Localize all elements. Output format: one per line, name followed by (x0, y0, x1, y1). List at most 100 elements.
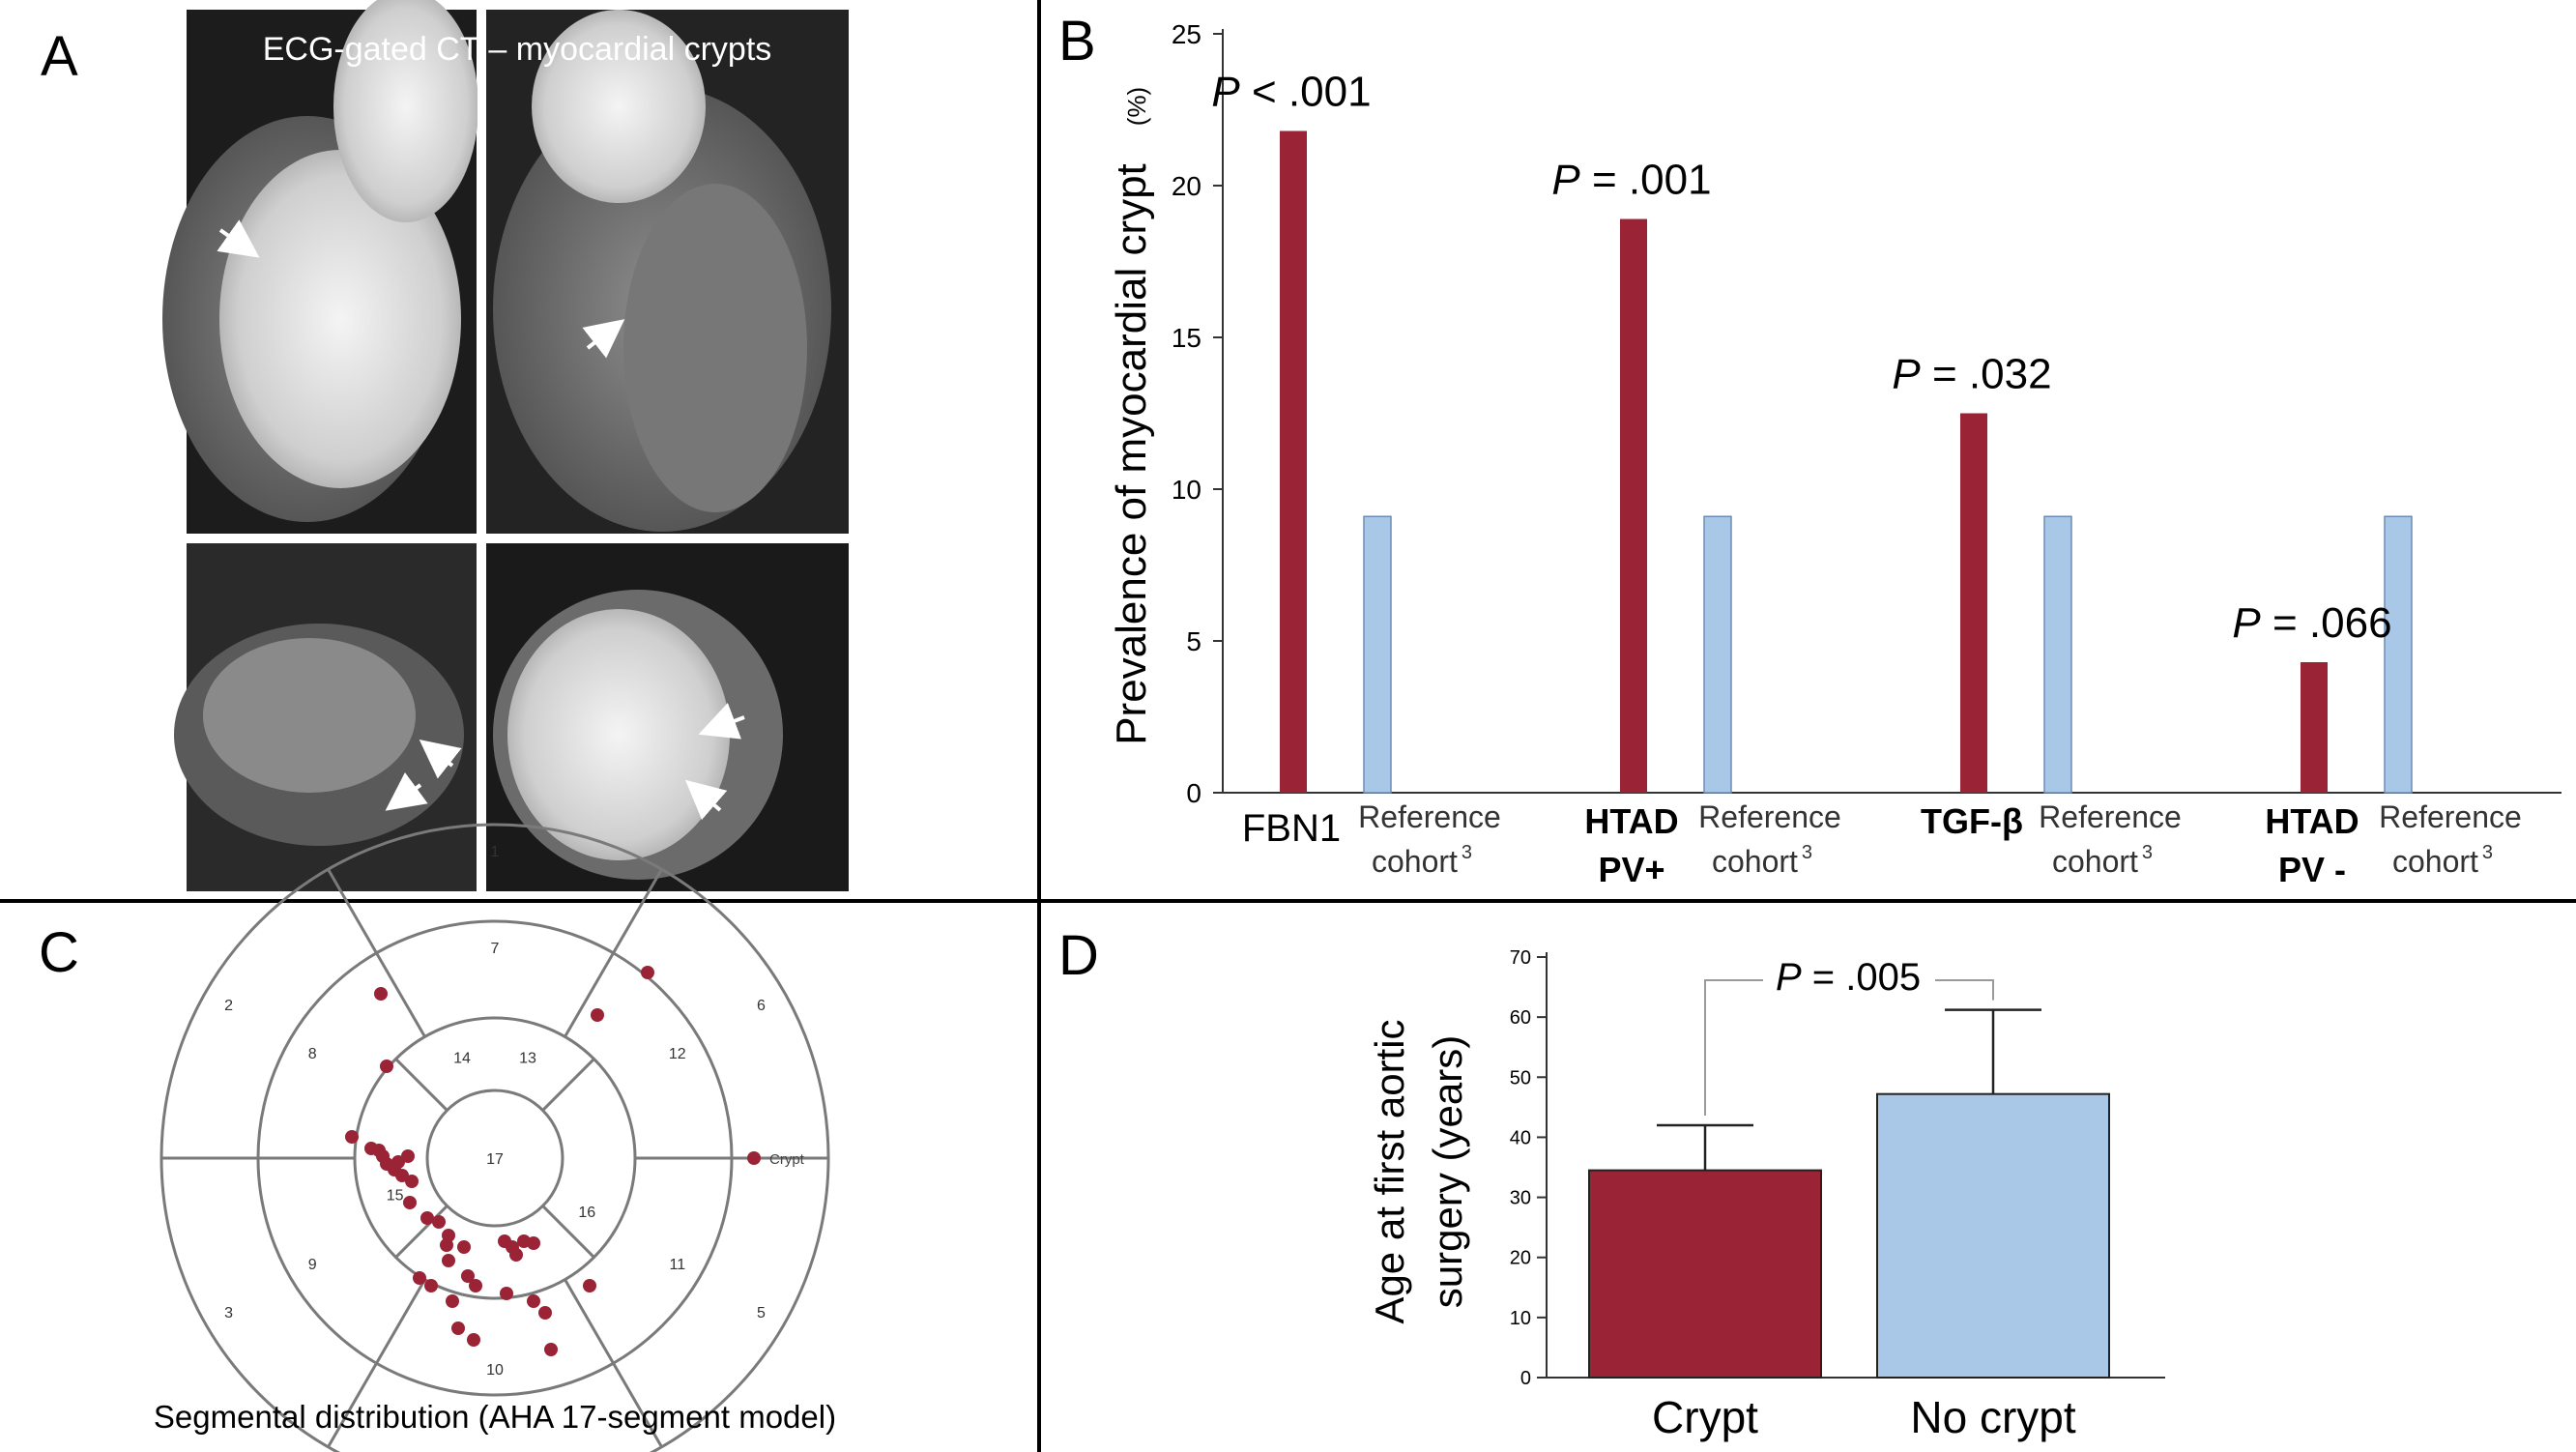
group-label: PV+ (1598, 850, 1664, 889)
crypt-dot (440, 1238, 453, 1252)
segment-label: 17 (486, 1151, 504, 1168)
crypt-dot (500, 1287, 513, 1300)
panel-letter-c: C (39, 921, 79, 984)
group-label: HTAD (2265, 801, 2359, 841)
category-label: No crypt (1910, 1392, 2075, 1442)
p-value-label: P = .001 (1551, 157, 1711, 204)
p-value-label: P = .032 (1892, 351, 2051, 398)
reference-label: Reference (2379, 799, 2522, 834)
bullseye-divider (375, 1278, 426, 1364)
crypt-arrow (419, 740, 462, 779)
crypt-dot (401, 1149, 415, 1163)
chart-d-ylabel-line1: Age at first aortic (1367, 1019, 1412, 1323)
p-value-label: P = .005 (1776, 956, 1921, 999)
chart-b-ytick-label: 0 (1186, 778, 1201, 808)
group-label: PV - (2278, 850, 2346, 889)
chart-b-ylabel-unit: (%) (1122, 87, 1151, 126)
bullseye-divider (394, 1058, 449, 1112)
crypt-dot (469, 1279, 482, 1292)
bar-reference-cohort (1703, 515, 1732, 794)
group-label: TGF-β (1921, 801, 2023, 841)
segment-label: 2 (224, 998, 233, 1014)
bullseye-divider (564, 952, 615, 1038)
ct-heart-chamber (507, 609, 730, 860)
panel-a-title: ECG-gated CT – myocardial crypts (263, 31, 772, 68)
crypt-dot (527, 1236, 540, 1250)
bar-reference-cohort (2384, 515, 2413, 794)
bullseye-ring (425, 1089, 564, 1228)
chart-d-ytick-label: 0 (1520, 1368, 1531, 1389)
group-label: HTAD (1584, 801, 1678, 841)
ct-image-mosaic: ECG-gated CT – myocardial crypts (162, 0, 849, 891)
chart-d-ytick-label: 50 (1510, 1067, 1531, 1089)
bar-age-crypt (1588, 1169, 1822, 1379)
significance-bracket (1704, 979, 1763, 1116)
crypt-dot (457, 1240, 471, 1254)
chart-b-ytick-label: 10 (1172, 475, 1201, 505)
segment-label: 10 (486, 1362, 504, 1379)
crypt-dot (641, 966, 654, 979)
crypt-dot (467, 1333, 480, 1347)
crypt-dot (420, 1211, 434, 1225)
reference-label: cohort 3 (1372, 842, 1472, 879)
panel-c-caption: Segmental distribution (AHA 17-segment m… (154, 1399, 836, 1435)
chart-d-bars (1588, 1008, 2110, 1379)
crypt-locations (345, 966, 654, 1356)
crypt-arrow (385, 771, 428, 811)
segment-label: 11 (669, 1257, 685, 1273)
segment-label: 7 (491, 941, 500, 957)
bullseye-divider (327, 868, 378, 954)
crypt-dot (380, 1060, 393, 1073)
panel-letter-d: D (1058, 924, 1099, 987)
chart-b-bars (1280, 131, 2413, 794)
crypt-arrow (582, 319, 625, 359)
crypt-dot (413, 1271, 426, 1285)
ct-heart-chamber (219, 150, 461, 488)
crypt-dot (424, 1279, 438, 1292)
segment-label: 6 (757, 998, 766, 1014)
bar-group-value (1620, 218, 1647, 794)
chart-d-ytick-label: 30 (1510, 1188, 1531, 1209)
chart-b-ytick-label: 5 (1186, 626, 1201, 656)
bar-reference-cohort (2043, 515, 2072, 794)
chart-d-labels: Crypt No crypt P = .005 (1652, 956, 2076, 1442)
segment-label: 14 (453, 1050, 471, 1066)
crypt-dot (538, 1306, 552, 1320)
bullseye-divider (394, 1205, 449, 1259)
group-label: FBN1 (1242, 807, 1341, 850)
crypt-dot (591, 1008, 604, 1022)
crypt-dot (405, 1175, 419, 1188)
significance-bracket (1935, 979, 1994, 1001)
segment-label: 13 (519, 1050, 536, 1066)
chart-b-labels: P < .001 FBN1 Reference cohort 3 P = .001 HTAD… (1211, 68, 2521, 889)
chart-age-surgery: 0 10 20 30 40 50 60 70 Crypt No crypt P = .005 Ag… (1367, 947, 2165, 1442)
reference-label: Reference (2039, 799, 2182, 834)
chart-b-ytick-label: 25 (1172, 19, 1201, 49)
crypt-dot (509, 1248, 523, 1262)
bullseye-divider (564, 1278, 615, 1364)
ct-heart-chamber (532, 10, 706, 203)
segment-label: 15 (387, 1188, 404, 1205)
bar-group-value (2301, 661, 2328, 793)
segment-label: 16 (578, 1205, 595, 1221)
chart-d-ytick-label: 20 (1510, 1248, 1531, 1269)
legend-crypt-marker (747, 1151, 761, 1165)
crypt-dot (544, 1343, 558, 1356)
chart-b-ytick-label: 15 (1172, 323, 1201, 353)
segment-label: 12 (669, 1046, 686, 1062)
p-value-label: P = .066 (2232, 599, 2391, 647)
bar-group-value (1960, 413, 1987, 793)
crypt-dot (583, 1279, 596, 1292)
category-label: Crypt (1652, 1392, 1758, 1442)
crypt-dot (451, 1321, 465, 1335)
legend-crypt-label: Crypt (769, 1151, 805, 1168)
crypt-dot (403, 1196, 417, 1209)
ct-heart-chamber (203, 638, 416, 793)
reference-label: cohort 3 (1712, 842, 1812, 879)
ct-aorta (333, 0, 478, 222)
bullseye-divider (541, 1205, 595, 1259)
crypt-dot (374, 987, 388, 1001)
chart-b-ylabel: Prevalence of myocardial crypt (1108, 163, 1155, 745)
